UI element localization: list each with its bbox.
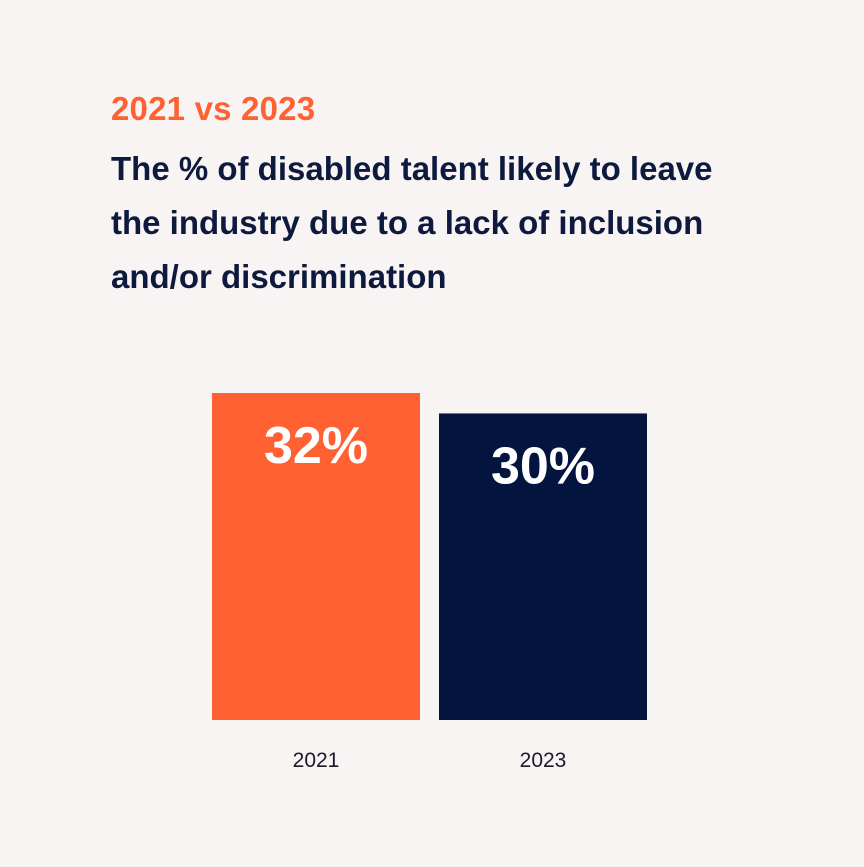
x-tick-label-2023: 2023 xyxy=(520,749,567,772)
chart-title: The % of disabled talent likely to leave… xyxy=(111,150,713,295)
bars-group: 32% 2021 30% 2023 xyxy=(212,393,647,772)
chart-subtitle: 2021 vs 2023 xyxy=(111,90,316,127)
bar-2023 xyxy=(439,413,647,720)
bar-2021 xyxy=(212,393,420,720)
data-label-2023: 30% xyxy=(491,437,595,495)
x-tick-label-2021: 2021 xyxy=(293,749,340,772)
data-label-2021: 32% xyxy=(264,417,368,475)
